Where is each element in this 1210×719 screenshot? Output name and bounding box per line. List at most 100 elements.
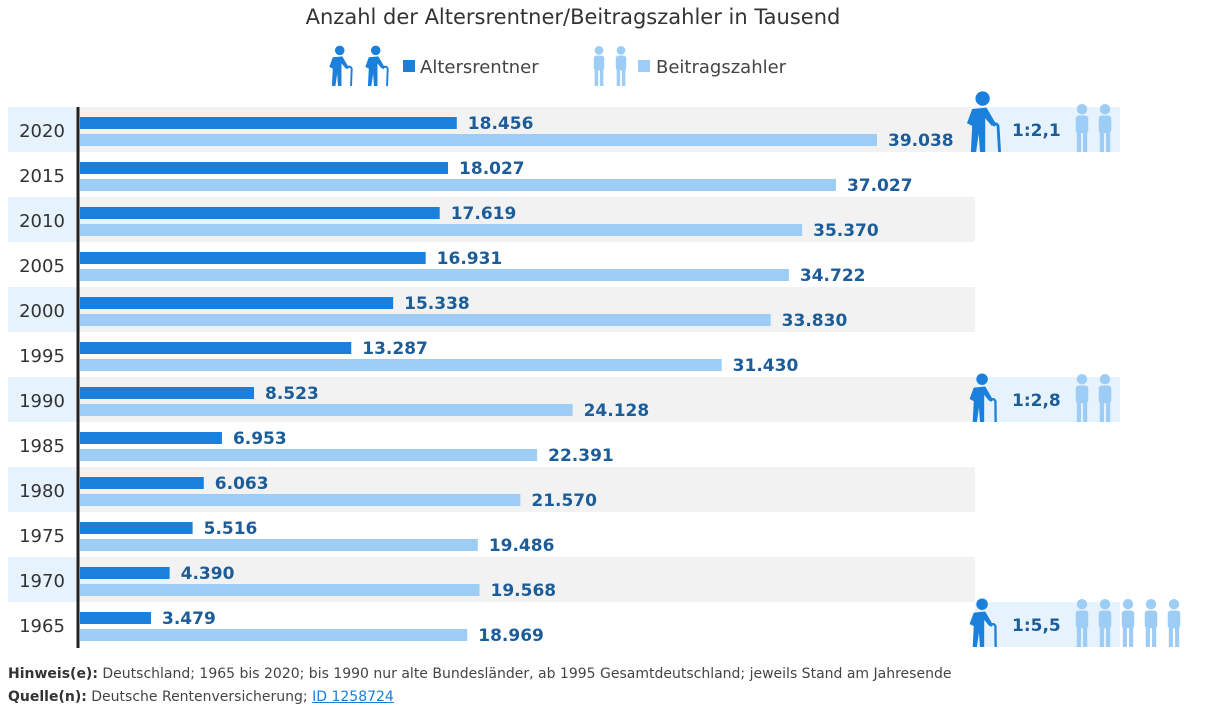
row-2005: 2005 16.931 34.722 [19, 249, 865, 286]
value-label: 37.027 [847, 176, 913, 196]
value-label: 35.370 [813, 221, 879, 241]
contributor-icon [1122, 104, 1135, 152]
year-cell [8, 107, 76, 152]
row-1965: 1965 3.479 18.969 1:5,5 [19, 598, 1204, 648]
man-icon [615, 46, 627, 86]
pensioner-icon [969, 373, 997, 423]
footnote: Hinweis(e): Deutschland; 1965 bis 2020; … [8, 666, 951, 682]
year-label: 2020 [19, 121, 65, 142]
bar-beitragszahler [80, 179, 836, 191]
pensioner-icon [966, 91, 1001, 153]
value-label: 4.390 [181, 564, 235, 584]
chart-title: Anzahl der Altersrentner/Beitragszahler … [306, 5, 841, 29]
legend-swatch-altersrentner [403, 60, 415, 72]
row-1970: 1970 4.390 19.568 [8, 557, 975, 602]
year-cell [8, 557, 76, 602]
bar-beitragszahler [80, 494, 521, 506]
bar-beitragszahler [80, 134, 877, 146]
value-label: 18.027 [459, 159, 525, 179]
value-label: 5.516 [204, 519, 258, 539]
year-cell [8, 197, 76, 242]
contributor-icon [1098, 104, 1112, 152]
note-text: Deutschland; 1965 bis 2020; bis 1990 nur… [102, 666, 952, 682]
value-label: 15.338 [404, 294, 470, 314]
contributor-icon [1167, 599, 1181, 647]
value-label: 17.619 [451, 204, 517, 224]
ratio-box: 1:2,8 [969, 373, 1135, 423]
contributor-icon [1121, 599, 1135, 647]
value-label: 21.570 [531, 491, 597, 511]
year-label: 1985 [19, 436, 65, 457]
year-label: 1980 [19, 481, 65, 502]
row-1980: 1980 6.063 21.570 [8, 467, 975, 512]
people-icon [593, 46, 627, 86]
value-label: 13.287 [362, 339, 428, 359]
row-1985: 1985 6.953 22.391 [19, 429, 614, 466]
bar-beitragszahler [80, 224, 803, 236]
year-cell [8, 377, 76, 422]
bar-beitragszahler [80, 404, 573, 416]
bar-altersrentner [80, 252, 426, 264]
row-2020: 2020 18.456 39.038 1:2,1 [8, 91, 1135, 153]
bar-altersrentner [80, 522, 193, 534]
source-link[interactable]: ID 1258724 [312, 689, 394, 705]
bar-beitragszahler [80, 449, 538, 461]
bar-chart: Anzahl der Altersrentner/Beitragszahler … [8, 5, 1204, 648]
value-label: 19.568 [491, 581, 557, 601]
year-label: 2000 [19, 301, 65, 322]
value-label: 22.391 [548, 446, 614, 466]
value-label: 6.063 [215, 474, 269, 494]
bar-beitragszahler [80, 629, 468, 641]
legend-label-beitragszahler: Beitragszahler [656, 57, 787, 78]
bar-altersrentner [80, 117, 457, 129]
bar-beitragszahler [80, 539, 478, 551]
bar-altersrentner [80, 207, 440, 219]
row-2015: 2015 18.027 37.027 [19, 159, 912, 196]
row-1990: 1990 8.523 24.128 1:2,8 [8, 373, 1135, 423]
bar-altersrentner [80, 612, 152, 624]
year-cell [8, 287, 76, 332]
year-label: 2015 [19, 166, 65, 187]
source-label: Quelle(n): [8, 689, 87, 705]
bar-altersrentner [80, 342, 352, 354]
value-label: 8.523 [265, 384, 319, 404]
bar-beitragszahler [80, 359, 722, 371]
value-label: 33.830 [782, 311, 848, 331]
value-label: 39.038 [888, 131, 954, 151]
legend: Altersrentner Beitragszahler [329, 45, 787, 87]
value-label: 19.486 [489, 536, 555, 556]
year-label: 1970 [19, 571, 65, 592]
source-text: Deutsche Rentenversicherung; [91, 689, 308, 705]
row-2010: 2010 17.619 35.370 [8, 197, 975, 242]
contributor-icon [1191, 599, 1204, 647]
note-label: Hinweis(e): [8, 666, 98, 682]
elderly-woman-icon [329, 45, 353, 87]
year-label: 1990 [19, 391, 65, 412]
contributor-icon [1122, 374, 1135, 422]
value-label: 16.931 [437, 249, 503, 269]
ratio-label: 1:5,5 [1012, 616, 1061, 636]
value-label: 6.953 [233, 429, 287, 449]
bar-beitragszahler [80, 314, 771, 326]
elderly-man-icon [365, 45, 389, 87]
bar-altersrentner [80, 477, 204, 489]
value-label: 18.969 [478, 626, 544, 646]
contributor-icon [1098, 599, 1112, 647]
value-label: 24.128 [584, 401, 650, 421]
bar-altersrentner [80, 162, 449, 174]
bar-beitragszahler [80, 584, 480, 596]
bar-altersrentner [80, 387, 255, 399]
ratio-label: 1:2,1 [1012, 121, 1061, 141]
value-label: 18.456 [468, 114, 534, 134]
contributor-icon [1098, 374, 1112, 422]
source: Quelle(n): Deutsche Rentenversicherung; … [8, 689, 394, 705]
legend-label-altersrentner: Altersrentner [420, 57, 539, 78]
contributor-icon [1075, 599, 1089, 647]
year-label: 1995 [19, 346, 65, 367]
ratio-label: 1:2,8 [1012, 391, 1061, 411]
contributor-icon [1075, 104, 1089, 152]
year-label: 2010 [19, 211, 65, 232]
row-1975: 1975 5.516 19.486 [19, 519, 554, 556]
row-2000: 2000 15.338 33.830 [8, 287, 975, 332]
value-label: 31.430 [733, 356, 799, 376]
